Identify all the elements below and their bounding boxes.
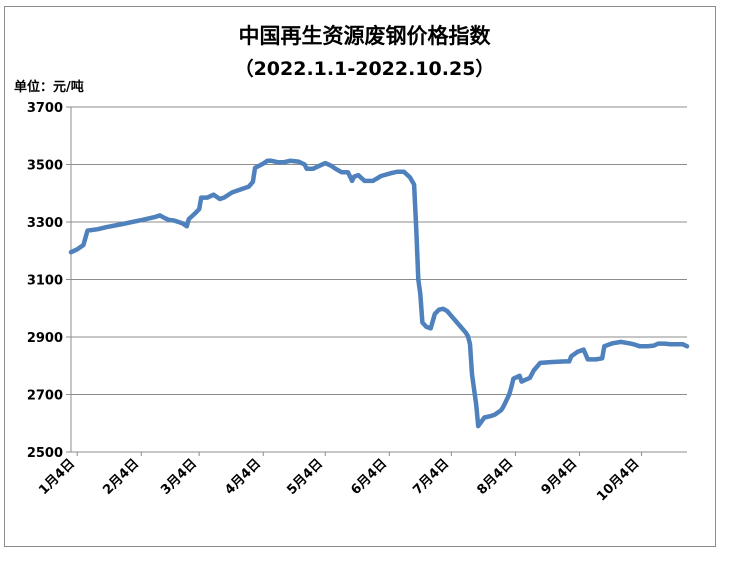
x-tick-label: 3月4日 <box>158 456 200 498</box>
series <box>68 158 690 429</box>
x-tick-label: 10月4日 <box>594 456 642 504</box>
x-tick-label: 8月4日 <box>474 456 516 498</box>
y-tick-label: 3100 <box>27 274 63 289</box>
axes <box>66 106 687 456</box>
chart-frame <box>4 6 716 547</box>
x-tick-label: 2月4日 <box>100 456 142 498</box>
y-tick-label: 2900 <box>27 331 63 346</box>
chart-title: 中国再生资源废钢价格指数 <box>238 24 491 48</box>
chart-subtitle: （2022.1.1-2022.10.25） <box>234 58 495 80</box>
series-line <box>68 158 690 429</box>
x-tick-label: 5月4日 <box>284 456 326 498</box>
y-tick-label: 3700 <box>27 101 63 116</box>
x-tick-label: 6月4日 <box>348 456 390 498</box>
y-tick-label: 2700 <box>27 389 63 404</box>
x-axis-ticks: 1月4日 2月4日 3月4日 4月4日 5月4日 6月4日 7月4日 8月4日 9月4日 10月4… <box>36 456 642 504</box>
y-tick-label: 2500 <box>27 446 63 461</box>
x-tick-label: 9月4日 <box>539 456 581 498</box>
x-tick-label: 4月4日 <box>222 456 264 498</box>
x-tick-label: 7月4日 <box>410 456 452 498</box>
unit-label: 单位：元/吨 <box>14 80 84 95</box>
y-axis-ticks: 2500 2700 2900 3100 3300 3500 3700 <box>27 101 63 461</box>
y-tick-label: 3300 <box>27 216 63 231</box>
x-tick-label: 1月4日 <box>36 456 78 498</box>
gridlines <box>71 106 687 395</box>
y-tick-label: 3500 <box>27 159 63 174</box>
